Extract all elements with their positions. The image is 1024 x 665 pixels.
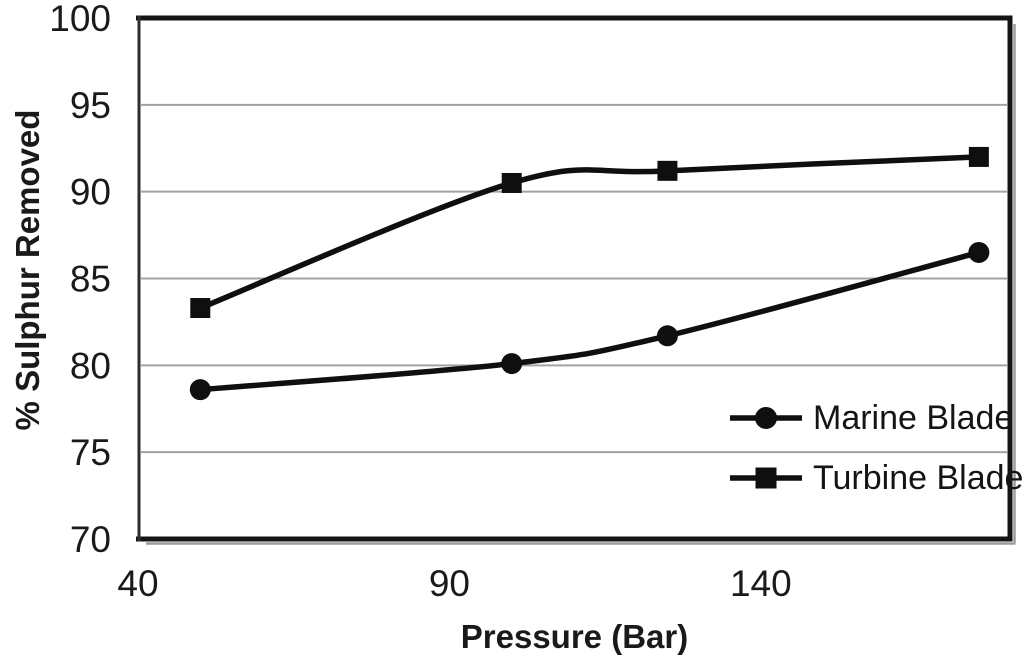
turbine-blade-point-100 <box>501 172 522 193</box>
x-tick-label-140: 140 <box>730 563 792 604</box>
plot-border <box>136 15 1013 542</box>
marine-blade-point-100 <box>501 353 523 375</box>
legend-label-turbine-blade: Turbine Blade <box>813 459 1024 497</box>
legend-item-marine-blade: Marine Blade <box>727 400 1013 436</box>
x-tick-label-90: 90 <box>429 563 470 604</box>
y-tick-label-90: 90 <box>70 172 111 213</box>
y-tick-label-70: 70 <box>70 519 111 560</box>
y-tick-label-75: 75 <box>70 432 111 473</box>
turbine-blade-line <box>197 154 982 311</box>
marine-blade-point-50 <box>189 379 211 401</box>
y-axis-title: % Sulphur Removed <box>9 109 46 431</box>
marine-blade-point-175 <box>968 241 990 263</box>
marine-blade-point-125 <box>656 325 678 347</box>
x-axis-title: Pressure (Bar) <box>460 618 689 655</box>
y-tick-label-80: 80 <box>70 345 111 386</box>
marine-blade-line <box>197 249 982 393</box>
y-tick-label-95: 95 <box>70 85 111 126</box>
y-tick-label-85: 85 <box>70 259 111 300</box>
circle-marker-icon <box>730 407 802 429</box>
square-marker-icon <box>730 467 802 489</box>
turbine-blade-point-125 <box>657 160 678 181</box>
y-tick-label-100: 100 <box>49 0 111 39</box>
legend-item-turbine-blade: Turbine Blade <box>727 460 1023 496</box>
x-tick-label-40: 40 <box>117 563 158 604</box>
turbine-blade-point-50 <box>190 298 211 319</box>
turbine-blade-point-175 <box>968 146 989 167</box>
legend-label-marine-blade: Marine Blade <box>813 399 1014 437</box>
